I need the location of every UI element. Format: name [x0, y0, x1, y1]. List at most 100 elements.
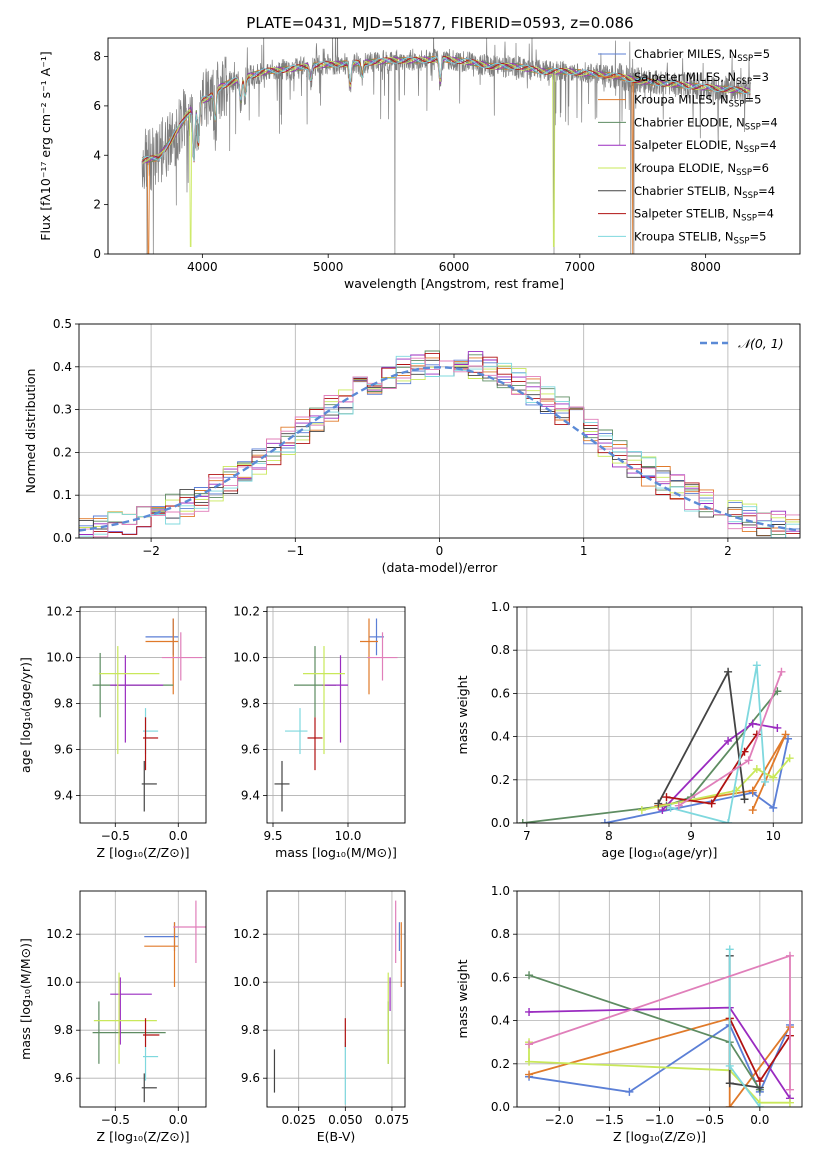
y-tick-label: 0: [93, 247, 101, 261]
x-tick-label: 0.050: [328, 1113, 362, 1127]
x-tick-label: 4000: [187, 260, 218, 274]
histogram-red: [79, 352, 800, 538]
weight-marker: [785, 754, 794, 763]
legend: 𝒩(0, 1): [700, 336, 784, 351]
weight-marker: [785, 1098, 794, 1107]
errorbar-point-cyan: [285, 708, 308, 755]
y-tick-label: 9.6: [241, 1071, 260, 1085]
y-tick-label: 9.8: [241, 697, 260, 711]
y-tick-label: 9.8: [241, 1023, 260, 1037]
errorbar-point-cyan: [143, 1047, 159, 1081]
legend-label: 𝒩(0, 1): [738, 336, 784, 351]
x-tick-label: −2: [142, 544, 160, 558]
x-axis-label: E(B-V): [317, 1129, 356, 1144]
weight-marker: [600, 819, 609, 823]
x-tick-label: 10: [766, 829, 781, 843]
x-tick-label: 8000: [690, 260, 721, 274]
panel-age_vs_mass: 9.5 10.0 9.4 9.6 9.8 10.0 10.2 mass [log₁₀(M/M⊙…: [233, 605, 406, 860]
panel-residuals: −2 −1 0 1 2 0.0 0.1 0.2 0.3 0.4 0.5 (data-model)/er…: [23, 317, 801, 575]
weight-marker: [748, 786, 757, 795]
weight-marker: [725, 945, 734, 954]
panel-age_vs_Z: −0.5 0.0 9.4 9.6 9.8 10.0 10.2 Z [log₁₀(Z/Z⊙)] a…: [18, 605, 207, 860]
axes-frame: [516, 606, 803, 824]
errorbar-point-orange: [360, 618, 378, 695]
y-tick-label: 10.2: [46, 605, 73, 619]
plot-area: [92, 618, 203, 812]
panel-mass_vs_ebv: 0.025 0.050 0.075 9.6 9.8 10.0 10.2 E(B-V): [233, 890, 409, 1144]
weight-series-orange: [658, 733, 787, 811]
panel-weight_vs_Z: −2.0 −1.5 −1.0 −0.5 0.0 0.0 0.2 0.4 0.6 0.8 1.0 Z […: [455, 884, 803, 1144]
errorbar-point-pink: [173, 900, 206, 963]
weight-marker: [748, 719, 757, 728]
weight-marker: [752, 765, 761, 773]
weight-marker: [744, 756, 753, 765]
y-axis-label: Flux [fλ10⁻¹⁷ erg cm⁻² s⁻¹ A⁻¹]: [38, 51, 53, 240]
axes-frame: [79, 606, 207, 824]
weight-marker: [525, 1057, 534, 1066]
legend-label: Kroupa MILES, NSSP=5: [634, 93, 761, 110]
x-axis-label: (data-model)/error: [382, 560, 499, 575]
y-tick-label: 10.0: [46, 975, 73, 989]
weight-marker: [654, 799, 663, 808]
x-tick-label: 9: [687, 829, 695, 843]
errorbar-point-orange: [144, 922, 179, 987]
y-tick-label: 0.6: [491, 686, 510, 700]
y-axis-label: mass weight: [455, 959, 470, 1038]
weight-marker: [785, 1085, 794, 1094]
x-tick-label: 9.5: [263, 829, 282, 843]
y-tick-label: 9.4: [54, 788, 73, 802]
y-tick-label: 10.0: [233, 975, 260, 989]
y-tick-label: 0.0: [491, 1100, 510, 1114]
plot-area: [274, 618, 398, 812]
weight-marker: [724, 667, 733, 676]
x-tick-label: 0.0: [169, 829, 188, 843]
weight-marker: [761, 777, 770, 786]
y-tick-label: 10.0: [46, 651, 73, 665]
errorbar-point-pink: [161, 632, 203, 681]
weight-marker: [777, 667, 786, 676]
x-axis-label: mass [log₁₀(M/M⊙)]: [275, 845, 397, 860]
weight-marker: [752, 661, 761, 670]
legend-label: Kroupa ELODIE, NSSP=6: [634, 161, 769, 178]
y-tick-label: 0.6: [491, 970, 510, 984]
x-axis-label: Z [log₁₀(Z/Z⊙)]: [97, 845, 190, 860]
weight-marker: [781, 730, 790, 739]
x-tick-label: −0.5: [101, 829, 130, 843]
x-axis-label: wavelength [Angstrom, rest frame]: [344, 276, 564, 291]
y-tick-label: 10.2: [46, 927, 73, 941]
y-tick-label: 0.2: [491, 773, 510, 787]
weight-series-cyan: [670, 665, 766, 823]
y-tick-label: 1.0: [491, 600, 510, 614]
weight-series-green: [522, 690, 779, 823]
weight-marker: [658, 806, 667, 815]
weight-marker: [637, 806, 646, 815]
legend-label: Chabrier ELODIE, NSSP=4: [634, 115, 778, 132]
weight-marker: [625, 1087, 634, 1096]
y-tick-label: 8: [93, 50, 101, 64]
y-tick-label: 0.4: [53, 360, 72, 374]
model-spectrum-cyan: [141, 56, 751, 162]
panel-mass_vs_Z: −0.5 0.0 9.6 9.8 10.0 10.2 Z [log₁₀(Z/Z⊙)] mass…: [18, 890, 207, 1144]
errorbar-point-yellowgreen: [98, 646, 160, 755]
x-tick-label: 0: [436, 544, 444, 558]
y-axis-label: mass [log₁₀(M/M⊙)]: [18, 938, 33, 1060]
y-tick-label: 9.6: [54, 1071, 73, 1085]
errorbar-point-purple: [110, 977, 152, 1045]
axes-frame: [266, 890, 406, 1108]
weight-marker: [525, 1040, 534, 1049]
axes-frame: [79, 890, 207, 1108]
y-tick-label: 4: [93, 148, 101, 162]
y-tick-label: 2: [93, 198, 101, 212]
y-tick-label: 9.6: [241, 742, 260, 756]
x-tick-label: 5000: [313, 260, 344, 274]
y-tick-label: 10.0: [233, 651, 260, 665]
weight-marker: [740, 795, 749, 804]
weight-marker: [674, 801, 683, 810]
y-tick-label: 9.6: [54, 742, 73, 756]
plot-area: [92, 900, 206, 1103]
panel-weight_vs_age: 7 8 9 10 0.0 0.2 0.4 0.6 0.8 1.0 age [log₁₀(age/yr…: [455, 600, 803, 860]
y-tick-label: 9.8: [54, 1023, 73, 1037]
model-spectrum-red: [141, 55, 751, 163]
legend-label: Kroupa STELIB, NSSP=5: [634, 229, 766, 246]
x-tick-label: −0.5: [695, 1113, 724, 1127]
